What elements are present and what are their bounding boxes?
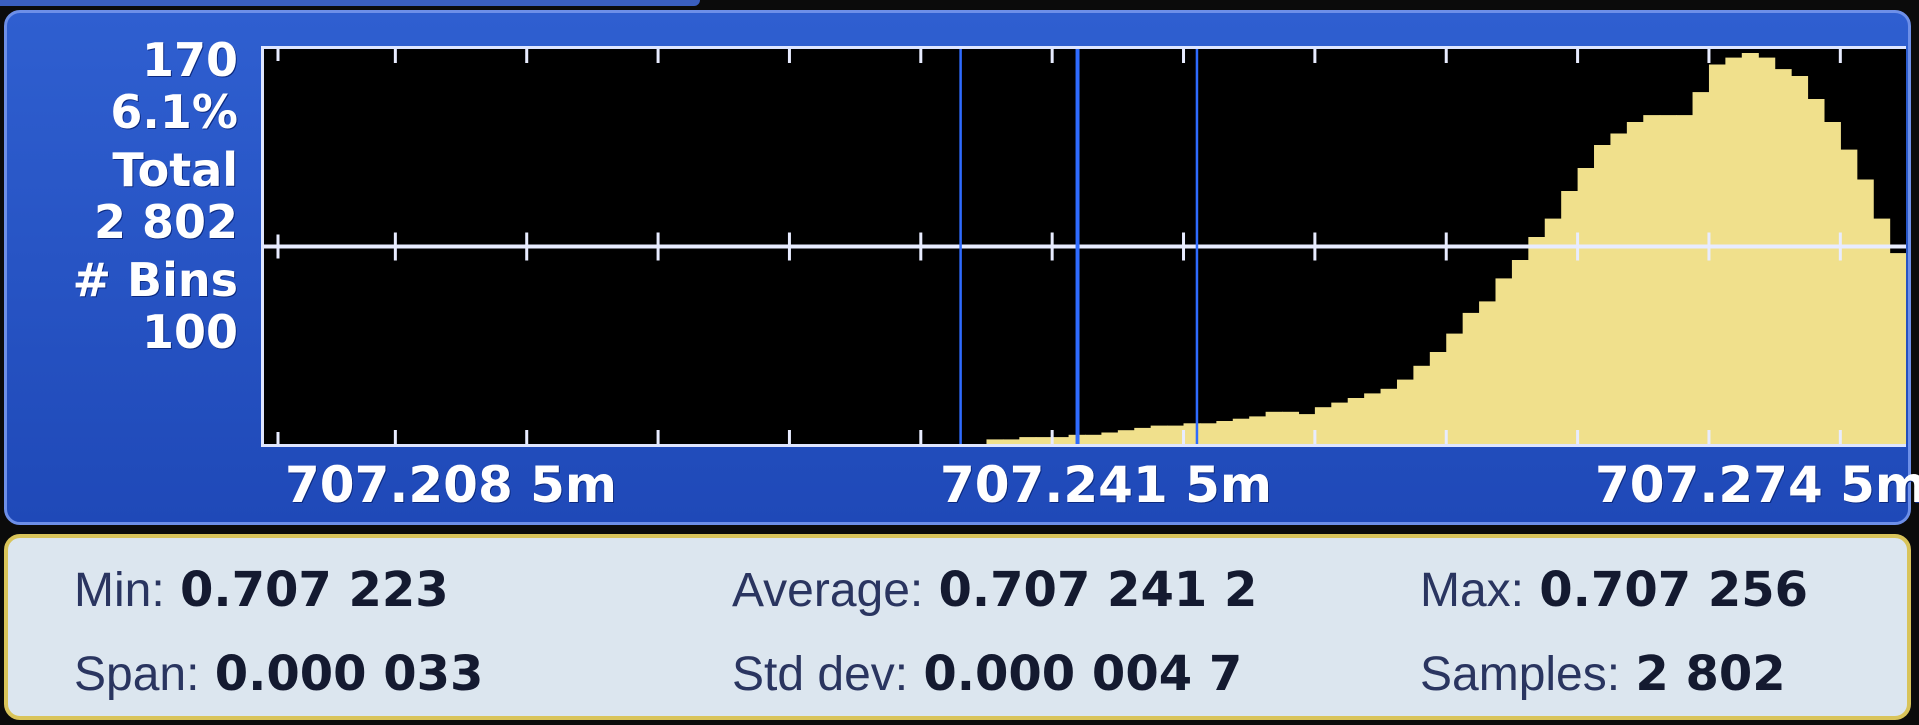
stat-samples-label: Samples:: [1420, 648, 1621, 701]
top-tab-strip: [0, 0, 700, 6]
x-label-right: 707.274 5m: [1595, 456, 1919, 514]
histogram-bar: [1840, 149, 1858, 444]
stat-samples-value: 2 802: [1635, 646, 1786, 702]
histogram-bar: [986, 439, 1004, 444]
histogram-bar: [1594, 145, 1612, 444]
histogram-bar: [1626, 122, 1644, 444]
x-label-center: 707.241 5m: [940, 456, 1273, 514]
histogram-bar: [1035, 437, 1053, 444]
histogram-bar: [1479, 301, 1497, 444]
histogram-bar: [1495, 278, 1513, 444]
stat-span-label: Span:: [74, 648, 200, 701]
histogram-bar: [1643, 115, 1661, 444]
histogram-bar: [1167, 425, 1185, 444]
total-label: Total: [112, 143, 238, 197]
histogram-plot: [261, 46, 1906, 447]
stat-max-label: Max:: [1420, 564, 1525, 617]
histogram-bar: [1117, 430, 1135, 444]
histogram-bar: [1561, 191, 1579, 444]
histogram-bar: [1265, 411, 1283, 444]
stat-stddev: Std dev: 0.000 004 7: [732, 646, 1242, 703]
histogram-bar: [1610, 133, 1628, 444]
histogram-bar: [1282, 411, 1300, 444]
histogram-bar: [1676, 115, 1694, 444]
stat-min: Min: 0.707 223: [74, 562, 449, 619]
histogram-bar: [1249, 416, 1267, 444]
histogram-bar: [1101, 432, 1119, 444]
histogram-bar: [1708, 64, 1726, 444]
total-value: 2 802: [93, 195, 238, 249]
histogram-bar: [1019, 437, 1037, 444]
histogram-bar: [1002, 439, 1020, 444]
stat-stddev-label: Std dev:: [732, 648, 909, 701]
histogram-bar: [1889, 253, 1906, 444]
bins-value: 100: [141, 305, 238, 359]
histogram-bar: [1856, 179, 1874, 444]
stat-samples: Samples: 2 802: [1420, 646, 1786, 703]
histogram-svg: [264, 49, 1906, 444]
histogram-bar: [1380, 388, 1398, 444]
max-percent-label: 6.1%: [110, 85, 238, 139]
histogram-panel: 170 6.1% Total 2 802 # Bins 100 707.208 …: [4, 10, 1919, 525]
histogram-bar: [1298, 414, 1316, 444]
histogram-bar: [1331, 402, 1349, 444]
histogram-bar: [1216, 421, 1234, 444]
histogram-bar: [1462, 312, 1480, 444]
histogram-bar: [1085, 434, 1103, 444]
histogram-bar: [1774, 69, 1792, 444]
histogram-bar: [1692, 92, 1710, 444]
histogram-bar: [1544, 218, 1562, 444]
stat-average-label: Average:: [732, 564, 924, 617]
histogram-bar: [1873, 218, 1891, 444]
histogram-bar: [1725, 57, 1743, 444]
histogram-bar: [1446, 333, 1464, 444]
stat-max-value: 0.707 256: [1539, 562, 1809, 618]
histogram-bar: [1232, 418, 1250, 444]
histogram-bar: [1347, 398, 1365, 444]
histogram-bar: [1758, 57, 1776, 444]
statistics-panel: Min: 0.707 223 Span: 0.000 033 Average: …: [4, 534, 1911, 720]
histogram-bar: [1823, 122, 1841, 444]
histogram-bar: [1396, 379, 1414, 444]
stat-max: Max: 0.707 256: [1420, 562, 1808, 619]
histogram-bar: [1577, 168, 1595, 444]
max-count-label: 170: [141, 33, 238, 87]
histogram-bar: [1807, 99, 1825, 444]
histogram-bar: [1199, 423, 1217, 444]
histogram-bar: [1528, 237, 1546, 444]
histogram-bar: [1511, 260, 1529, 444]
stat-span: Span: 0.000 033: [74, 646, 483, 703]
histogram-bar: [1413, 365, 1431, 444]
stat-average: Average: 0.707 241 2: [732, 562, 1257, 619]
histogram-bar: [1150, 425, 1168, 444]
histogram-bar: [1429, 352, 1447, 444]
bins-label: # Bins: [72, 253, 238, 307]
x-label-left: 707.208 5m: [285, 456, 618, 514]
histogram-bar: [1364, 393, 1382, 444]
histogram-bar: [1134, 427, 1152, 444]
stat-average-value: 0.707 241 2: [938, 562, 1258, 618]
stat-stddev-value: 0.000 004 7: [923, 646, 1243, 702]
histogram-bar: [1659, 115, 1677, 444]
histogram-bar: [1314, 407, 1332, 444]
histogram-bar: [1791, 76, 1809, 444]
histogram-bar: [1052, 437, 1070, 444]
stat-span-value: 0.000 033: [214, 646, 484, 702]
stat-min-label: Min:: [74, 564, 165, 617]
stat-min-value: 0.707 223: [179, 562, 449, 618]
